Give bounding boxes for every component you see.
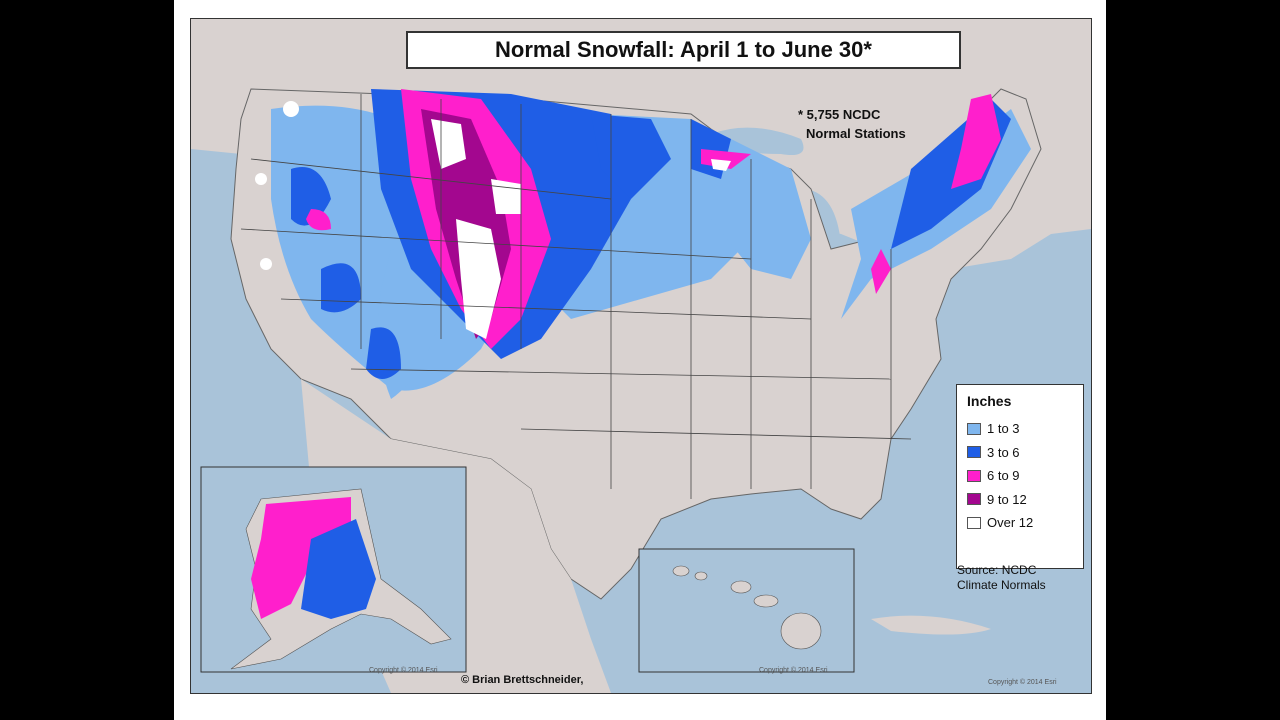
legend-item: 6 to 9 [967, 464, 1073, 488]
snowfall-map: Normal Snowfall: April 1 to June 30* * 5… [190, 18, 1092, 694]
author-credit: © Brian Brettschneider, [461, 674, 584, 686]
map-canvas [191, 19, 1091, 693]
state-borders [240, 94, 912, 499]
hawaii-inset-frame [638, 548, 855, 673]
legend-label: 9 to 12 [987, 491, 1027, 507]
copyright-main: Copyright © 2014 Esri [988, 679, 1057, 686]
legend-item: Over 12 [967, 511, 1073, 535]
station-footnote: * 5,755 NCDC Normal Stations [798, 105, 906, 143]
footnote-line-2: Normal Stations [806, 126, 906, 141]
caribbean-islands [871, 615, 991, 635]
source-line-1: Source: NCDC [957, 563, 1037, 577]
legend-item: 9 to 12 [967, 488, 1073, 512]
legend-label: 1 to 3 [987, 421, 1020, 437]
legend-label: Over 12 [987, 515, 1034, 531]
alaska-magenta [251, 497, 351, 619]
source-line-2: Climate Normals [957, 578, 1046, 592]
legend-title: Inches [967, 393, 1012, 409]
legend-item: 3 to 6 [967, 441, 1073, 465]
source-note: Source: NCDC Climate Normals [957, 563, 1046, 593]
legend-label: 3 to 6 [987, 444, 1020, 460]
legend: Inches 1 to 3 3 to 6 6 to 9 9 to 12 Over… [956, 384, 1084, 569]
map-title: Normal Snowfall: April 1 to June 30* [406, 31, 961, 69]
legend-swatch [967, 493, 981, 506]
copyright-hawaii: Copyright © 2014 Esri [759, 667, 828, 674]
legend-swatch [967, 469, 981, 482]
legend-swatch [967, 516, 981, 529]
hawaii-islands [672, 565, 822, 650]
alaska-blue [301, 519, 376, 619]
legend-label: 6 to 9 [987, 468, 1020, 484]
legend-swatch [967, 422, 981, 435]
copyright-alaska: Copyright © 2014 Esri [369, 667, 438, 674]
legend-swatch [967, 446, 981, 459]
legend-item: 1 to 3 [967, 417, 1073, 441]
footnote-line-1: * 5,755 NCDC [798, 107, 881, 122]
snow-band-over-12 [255, 101, 731, 339]
map-frame: Normal Snowfall: April 1 to June 30* * 5… [174, 0, 1106, 720]
